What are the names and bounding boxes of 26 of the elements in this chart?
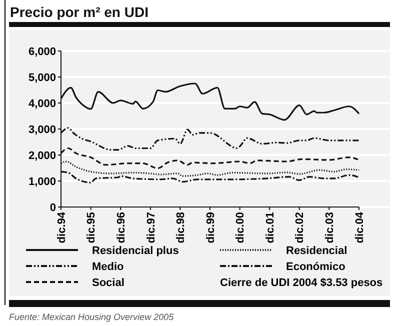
legend-label: Residencial bbox=[286, 244, 348, 257]
x-tick-label: dic.96 bbox=[115, 212, 128, 244]
x-tick-label: dic.99 bbox=[204, 212, 217, 244]
source-note: Fuente: Mexican Housing Overview 2005 bbox=[9, 312, 175, 322]
y-tick-label: 6,000 bbox=[28, 46, 56, 58]
chart-title: Precio por m² en UDI bbox=[10, 4, 148, 20]
y-tick-label: 2,000 bbox=[28, 150, 56, 162]
y-tick-label: 4,000 bbox=[28, 98, 56, 110]
text: Cierre de UDI 2004 $3.53 pesos bbox=[220, 276, 383, 289]
x-tick-label: dic.01 bbox=[264, 212, 276, 244]
x-tick-label: dic.98 bbox=[175, 212, 188, 244]
x-tick-label: dic.95 bbox=[86, 212, 98, 244]
legend-label: Social bbox=[92, 276, 124, 289]
legend-label: Económico bbox=[286, 260, 346, 273]
y-tick-label: 3,000 bbox=[28, 124, 56, 136]
y-tick-label: 5,000 bbox=[28, 72, 56, 84]
x-tick-label: dic.04 bbox=[354, 211, 366, 244]
x-tick-label: dic.94 bbox=[56, 211, 68, 244]
x-tick-label: dic.00 bbox=[234, 212, 247, 244]
x-tick-label: dic.97 bbox=[145, 212, 158, 244]
y-tick-label: 0 bbox=[50, 202, 56, 214]
y-tick-label: 1,000 bbox=[28, 176, 56, 188]
legend-label: Residencial plus bbox=[92, 244, 179, 257]
x-tick-label: dic.02 bbox=[294, 212, 306, 244]
legend-label: Medio bbox=[92, 260, 124, 273]
x-tick-label: dic.03 bbox=[324, 212, 336, 244]
